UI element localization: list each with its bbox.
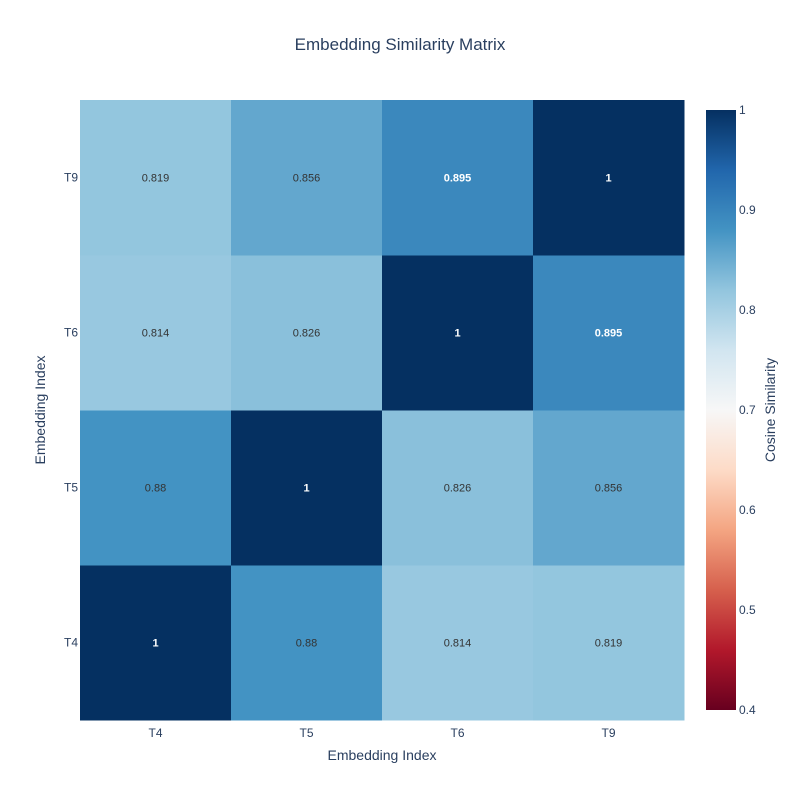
y-tick-label: T4 <box>64 636 78 650</box>
colorbar-tick-label: 0.6 <box>739 503 756 517</box>
cell-value-label: 0.819 <box>142 173 170 185</box>
cell-value-label: 0.88 <box>296 638 317 650</box>
x-tick-label: T5 <box>299 726 313 740</box>
heatmap-cell-labels: 1 0.88 0.814 0.819 0.88 1 0.826 0.856 0.814 0.826… <box>142 173 623 650</box>
x-tick-label: T6 <box>450 726 464 740</box>
heatmap-cell <box>382 565 534 721</box>
colorbar-tick-label: 0.9 <box>739 203 756 217</box>
colorbar-tick-label: 0.8 <box>739 303 756 317</box>
heatmap-cell <box>382 100 534 256</box>
cell-value-label: 0.826 <box>444 483 472 495</box>
colorbar <box>706 110 736 710</box>
y-tick-label: T9 <box>64 171 78 185</box>
colorbar-tick-label: 1 <box>739 103 746 117</box>
x-tick-label: T9 <box>601 726 615 740</box>
heatmap-cell <box>80 100 232 256</box>
cell-value-label: 1 <box>152 638 158 650</box>
heatmap-cells <box>80 100 685 721</box>
colorbar-ticks: 0.4 0.5 0.6 0.7 0.8 0.9 1 <box>739 103 756 717</box>
cell-value-label: 1 <box>454 328 460 340</box>
chart-title: Embedding Similarity Matrix <box>295 35 506 54</box>
cell-value-label: 0.814 <box>444 638 472 650</box>
heatmap-cell <box>382 410 534 566</box>
cell-value-label: 0.895 <box>444 173 472 185</box>
heatmap-cell <box>533 565 685 721</box>
heatmap-cell <box>231 255 383 411</box>
colorbar-tick-label: 0.4 <box>739 703 756 717</box>
heatmap-cell <box>231 565 383 721</box>
x-tick-label: T4 <box>148 726 162 740</box>
x-axis-title: Embedding Index <box>328 747 437 763</box>
heatmap-cell <box>533 100 685 256</box>
cell-value-label: 0.88 <box>145 483 166 495</box>
colorbar-tick-label: 0.7 <box>739 403 756 417</box>
y-tick-label: T5 <box>64 481 78 495</box>
heatmap-cell <box>231 410 383 566</box>
colorbar-title: Cosine Similarity <box>762 358 778 462</box>
heatmap-cell <box>382 255 534 411</box>
y-axis-title: Embedding Index <box>32 356 48 465</box>
colorbar-tick-label: 0.5 <box>739 603 756 617</box>
cell-value-label: 0.819 <box>595 638 623 650</box>
cell-value-label: 0.814 <box>142 328 170 340</box>
cell-value-label: 1 <box>605 173 611 185</box>
y-tick-label: T6 <box>64 326 78 340</box>
cell-value-label: 0.856 <box>293 173 321 185</box>
cell-value-label: 0.895 <box>595 328 623 340</box>
x-axis-ticks: T4 T5 T6 T9 <box>148 726 615 740</box>
heatmap-cell <box>231 100 383 256</box>
heatmap-cell <box>80 565 232 721</box>
heatmap-cell <box>533 255 685 411</box>
cell-value-label: 0.856 <box>595 483 623 495</box>
heatmap-cell <box>533 410 685 566</box>
cell-value-label: 1 <box>303 483 309 495</box>
cell-value-label: 0.826 <box>293 328 321 340</box>
heatmap-cell <box>80 410 232 566</box>
y-axis-ticks: T4 T5 T6 T9 <box>64 171 78 650</box>
heatmap-cell <box>80 255 232 411</box>
